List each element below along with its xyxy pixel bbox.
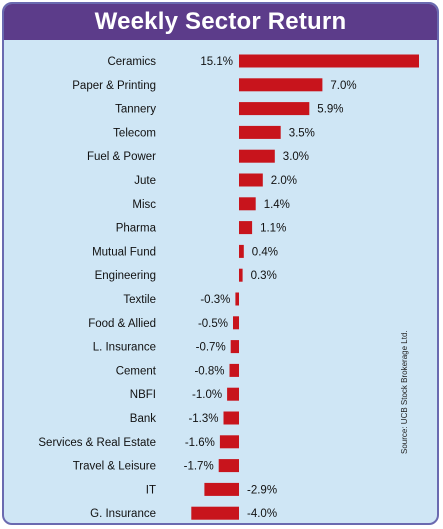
- category-label: Bank: [130, 413, 156, 425]
- category-label: G. Insurance: [90, 508, 156, 520]
- bar-ceramics: [239, 54, 419, 68]
- value-label: 7.0%: [330, 80, 356, 92]
- category-label: Food & Allied: [88, 318, 156, 330]
- chart-title: Weekly Sector Return: [94, 8, 347, 35]
- bar-misc: [239, 197, 256, 211]
- bar-bank: [223, 411, 239, 425]
- bar-it: [204, 482, 239, 496]
- value-label: -1.6%: [185, 437, 215, 449]
- bar-travel-leisure: [218, 459, 239, 473]
- bar-jute: [239, 173, 263, 187]
- category-label: Pharma: [116, 223, 157, 235]
- bar-paper-printing: [239, 78, 323, 92]
- value-label: 0.4%: [252, 246, 278, 258]
- value-label: -2.9%: [247, 484, 277, 496]
- bar-chart: Ceramics 15.1% Paper & Printing 7.0% Tannery…: [38, 54, 419, 520]
- value-label: -0.7%: [196, 342, 226, 354]
- value-label: 1.1%: [260, 223, 286, 235]
- category-label: NBFI: [130, 389, 156, 401]
- bar-services-real-estate: [219, 435, 239, 449]
- category-label: Engineering: [95, 270, 156, 282]
- bar-cement: [229, 363, 239, 377]
- bar-g-insurance: [191, 506, 239, 520]
- category-label: Telecom: [113, 127, 156, 139]
- value-label: -1.0%: [192, 389, 222, 401]
- bar-food-allied: [233, 316, 239, 330]
- category-label: Mutual Fund: [92, 246, 156, 258]
- title-bar: Weekly Sector Return: [4, 4, 437, 40]
- value-label: 3.0%: [283, 151, 309, 163]
- value-label: -0.5%: [198, 318, 228, 330]
- bar-tannery: [239, 102, 310, 116]
- value-label: -1.3%: [188, 413, 218, 425]
- bar-textile: [235, 292, 239, 306]
- category-label: Fuel & Power: [87, 151, 156, 163]
- value-label: 15.1%: [200, 56, 233, 68]
- chart-panel: Weekly Sector Return Ceramics 15.1% Paper …: [2, 2, 439, 525]
- value-label: 3.5%: [289, 127, 315, 139]
- value-label: 1.4%: [264, 199, 290, 211]
- category-label: Tannery: [115, 104, 156, 116]
- category-label: Jute: [134, 175, 156, 187]
- value-label: 0.3%: [251, 270, 277, 282]
- bar-nbfi: [227, 387, 239, 401]
- bar-l-insurance: [230, 340, 239, 354]
- value-label: -4.0%: [247, 508, 277, 520]
- category-label: Services & Real Estate: [38, 437, 156, 449]
- bar-telecom: [239, 125, 281, 139]
- value-label: -1.7%: [184, 461, 214, 473]
- value-label: -0.3%: [200, 294, 230, 306]
- category-label: Paper & Printing: [72, 80, 156, 92]
- category-label: Misc: [132, 199, 156, 211]
- bar-pharma: [239, 221, 253, 235]
- category-label: IT: [146, 484, 156, 496]
- category-label: Travel & Leisure: [73, 461, 156, 473]
- source-note: Source: UCB Stock Brokerage Ltd.: [400, 330, 409, 454]
- bar-engineering: [239, 268, 243, 282]
- category-label: Cement: [116, 365, 157, 377]
- category-label: Ceramics: [107, 56, 156, 68]
- category-label: Textile: [123, 294, 156, 306]
- bar-mutual-fund: [239, 244, 244, 258]
- value-label: 2.0%: [271, 175, 297, 187]
- bar-fuel-power: [239, 149, 275, 163]
- value-label: 5.9%: [317, 104, 343, 116]
- category-label: L. Insurance: [93, 342, 156, 354]
- value-label: -0.8%: [194, 365, 224, 377]
